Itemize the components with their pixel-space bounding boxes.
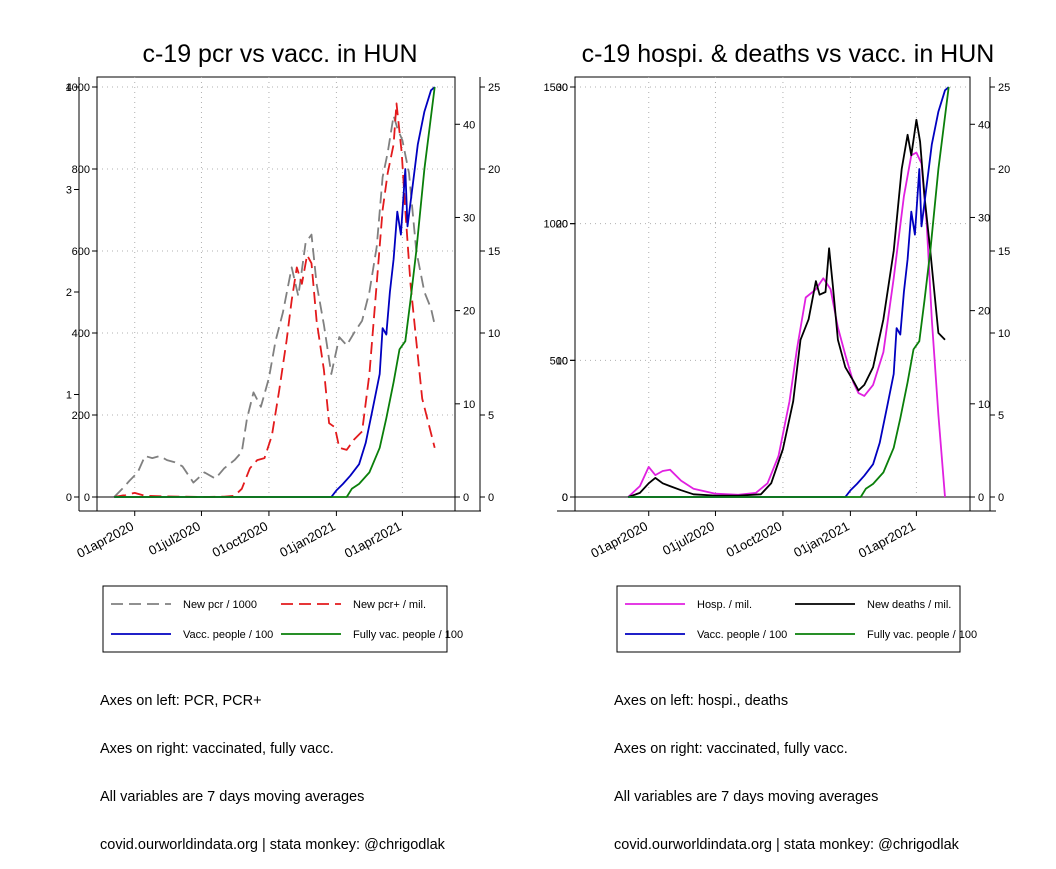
series-line-1 [114,102,436,498]
legend-label: Hosp. / mil. [697,599,752,611]
legend-box [102,585,448,653]
legend-label: New pcr / 1000 [183,599,257,611]
note-line: covid.ourworldindata.org | stata monkey:… [614,837,959,853]
y-tick-label: 0 [998,492,1004,504]
y-tick-label: 15 [488,246,500,258]
y-tick-label: 10 [463,399,475,411]
legend-label: Fully vac. people / 100 [867,629,977,641]
y-tick-label: 1500 [544,82,568,94]
y-tick-label: 20 [463,306,475,318]
plot-frame [96,76,456,498]
y-tick-label: 25 [488,82,500,94]
y-tick-label: 800 [72,164,90,176]
y-tick-label: 4 [66,82,72,94]
series-line-3 [628,86,950,498]
y-tick-label: 10 [978,399,990,411]
notes-left: Axes on left: PCR, PCR+ Axes on right: v… [100,661,445,869]
x-tick-label: 01apr2021 [342,518,404,560]
y-tick-label: 40 [978,119,990,131]
y-tick-label: 40 [463,119,475,131]
legend-label: Vacc. people / 100 [183,629,273,641]
x-tick-label: 01jan2021 [791,518,852,560]
chart-title: c-19 pcr vs vacc. in HUN [142,40,417,68]
series-line-3 [114,86,436,498]
x-tick-label: 01apr2020 [588,518,650,560]
y-tick-label: 1000 [66,82,90,94]
y-tick-label: 0 [562,492,568,504]
note-line: covid.ourworldindata.org | stata monkey:… [100,837,445,853]
y-tick-label: 0 [66,492,72,504]
series-line-1 [627,118,946,498]
note-line: All variables are 7 days moving averages [614,789,879,805]
x-tick-label: 01oct2020 [210,518,271,560]
y-tick-label: 3 [66,185,72,197]
y-tick-label: 30 [556,82,568,94]
y-tick-label: 400 [72,328,90,340]
y-tick-label: 1 [66,390,72,402]
y-tick-label: 10 [556,355,568,367]
y-tick-label: 15 [998,246,1010,258]
note-line: Axes on left: PCR, PCR+ [100,693,262,709]
y-tick-label: 2 [66,287,72,299]
y-tick-label: 20 [998,164,1010,176]
chart-panel-0: c-19 pcr vs vacc. in HUN0200400600800100… [66,40,500,653]
note-line: Axes on right: vaccinated, fully vacc. [100,741,334,757]
plot-frame [574,76,971,498]
y-tick-label: 200 [72,410,90,422]
y-tick-label: 20 [978,306,990,318]
series-line-2 [628,86,950,498]
x-tick-label: 01oct2020 [724,518,785,560]
legend-label: Vacc. people / 100 [697,629,787,641]
note-line: All variables are 7 days moving averages [100,789,365,805]
legend-label: New deaths / mil. [867,599,951,611]
x-tick-label: 01jul2020 [660,518,717,558]
y-tick-label: 1000 [544,219,568,231]
x-tick-label: 01apr2020 [74,518,136,560]
legend-label: New pcr+ / mil. [353,599,426,611]
y-tick-label: 20 [556,219,568,231]
series-line-0 [627,151,946,498]
y-tick-label: 30 [978,212,990,224]
note-line: Axes on left: hospi., deaths [614,693,789,709]
series-line-0 [113,114,436,498]
y-tick-label: 10 [488,328,500,340]
note-line: Axes on right: vaccinated, fully vacc. [614,741,848,757]
y-tick-label: 0 [978,492,984,504]
x-tick-label: 01apr2021 [856,518,918,560]
y-tick-label: 0 [562,492,568,504]
y-tick-label: 0 [488,492,494,504]
notes-right: Axes on left: hospi., deaths Axes on rig… [614,661,959,869]
chart-title: c-19 hospi. & deaths vs vacc. in HUN [582,40,995,68]
y-tick-label: 0 [84,492,90,504]
figure: c-19 pcr vs vacc. in HUN0200400600800100… [66,40,1010,653]
y-tick-label: 20 [488,164,500,176]
y-tick-label: 600 [72,246,90,258]
y-tick-label: 0 [463,492,469,504]
y-tick-label: 500 [550,355,568,367]
legend-box [616,585,961,653]
y-tick-label: 5 [488,410,494,422]
legend-label: Fully vac. people / 100 [353,629,463,641]
chart-panel-1: c-19 hospi. & deaths vs vacc. in HUN 0 10 2… [544,40,1010,653]
x-tick-label: 01jan2021 [277,518,338,560]
y-tick-label: 5 [998,410,1004,422]
y-tick-label: 25 [998,82,1010,94]
series-line-2 [114,86,436,498]
y-tick-label: 30 [463,212,475,224]
y-tick-label: 10 [998,328,1010,340]
x-tick-label: 01jul2020 [146,518,203,558]
